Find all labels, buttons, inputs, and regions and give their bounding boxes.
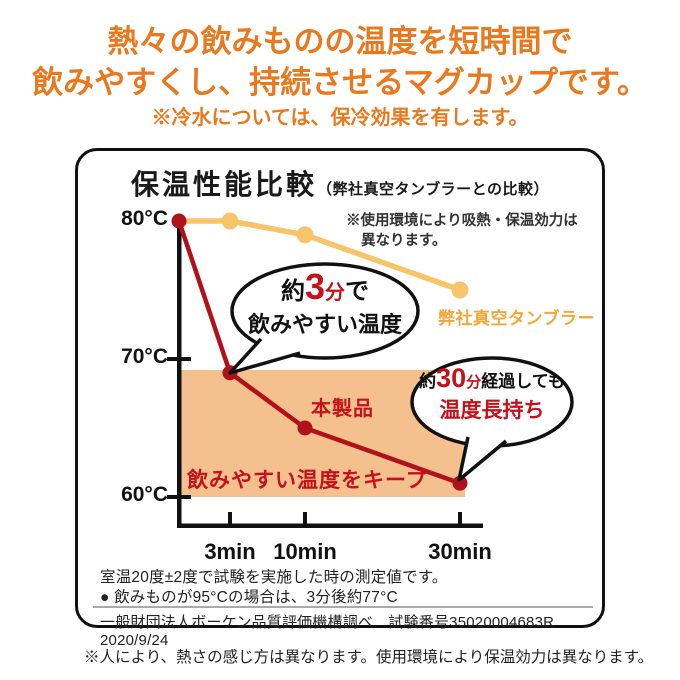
bubble-3min-suffix: で — [345, 278, 370, 305]
y-axis-label-70: 70°C — [121, 345, 168, 368]
footnote-example: ● 飲みものが95°Cの場合は、3分後約77°C — [100, 589, 398, 606]
x-tick-3min — [228, 512, 232, 524]
speech-bubble-3min-text: 約 3 分 で 飲みやすい温度 — [232, 269, 418, 339]
y-tick-60 — [167, 495, 191, 499]
footnote-conditions: 室温20度±2度で試験を実施した時の測定値です。 — [100, 569, 448, 586]
chart-title-main: 保温性能比較 — [131, 169, 318, 200]
bubble-30min-prefix: 約 — [419, 372, 437, 391]
speech-bubble-3min-line1: 約 3 分 で — [232, 269, 418, 306]
chart-disclaimer-line2: 異なります。 — [361, 232, 447, 249]
legend-product-label: 本製品 — [311, 398, 374, 420]
speech-bubble-3min-shape — [228, 262, 420, 375]
legend-tumbler-label: 弊社真空タンブラー — [438, 309, 595, 328]
speech-bubble-30min-text: 約 30 分 経過しても 温度長持ち — [412, 365, 572, 424]
comparison-chart-panel: 保温性能比較 （弊社真空タンブラーとの比較） ※使用環境により吸熱・保温効力は … — [75, 148, 605, 649]
footer-note: ※人により、熱さの感じ方は異なります。使用環境により保温効力は異なります。 — [84, 649, 654, 666]
product-dot-30min — [452, 475, 468, 491]
speech-bubble-3min-line2: 飲みやすい温度 — [247, 312, 402, 337]
x-tick-10min — [303, 512, 307, 524]
tumbler-line — [176, 218, 463, 293]
comparison-line-chart — [167, 212, 574, 528]
bubble-30min-number: 30 — [436, 363, 467, 393]
x-axis-label-3min: 3min — [204, 539, 256, 564]
bubble-3min-prefix: 約 — [280, 278, 305, 305]
speech-bubble-30min-line2: 温度長持ち — [439, 399, 545, 422]
x-axis — [177, 523, 483, 528]
y-axis-label-80: 80°C — [121, 207, 168, 230]
y-axis-label-60: 60°C — [121, 483, 168, 506]
tumbler-dot-3min — [221, 212, 239, 230]
footnote-divider — [93, 606, 593, 608]
tumbler-dot-10min — [296, 226, 314, 244]
product-dot-0min — [171, 213, 187, 229]
speech-bubble-30min-shape — [410, 356, 574, 482]
headline-line1: 熱々の飲みものの温度を短時間で — [107, 24, 573, 59]
chart-title-sub: （弊社真空タンブラーとの比較） — [317, 181, 549, 198]
product-dot-10min — [297, 420, 313, 436]
bubble-3min-number: 3 — [304, 266, 326, 307]
x-tick-30min — [458, 512, 462, 524]
band-label: 飲みやすい温度をキープ — [187, 469, 428, 492]
chart-disclaimer-line1: ※使用環境により吸熱・保温効力は — [346, 213, 578, 229]
y-axis — [177, 217, 182, 528]
product-line — [176, 218, 463, 486]
bubble-30min-suffix: 経過しても — [481, 372, 565, 391]
headline-line2: 飲みやすくし、持続させるマグカップです。 — [32, 65, 648, 100]
x-axis-label-10min: 10min — [273, 539, 337, 564]
bubble-30min-unit: 分 — [466, 374, 482, 391]
chart-title: 保温性能比較 （弊社真空タンブラーとの比較） — [78, 163, 602, 203]
chart-disclaimer: ※使用環境により吸熱・保温効力は 異なります。 — [346, 212, 578, 251]
tumbler-dot-30min — [451, 281, 469, 299]
speech-bubble-30min-line1: 約 30 分 経過しても — [412, 365, 572, 392]
footnote-agency: 一般財団法人ボーケン品質評価機構調べ 試験番号35020004683R 2020… — [100, 614, 570, 649]
x-axis-label-30min: 30min — [428, 539, 492, 564]
bubble-3min-unit: 分 — [325, 282, 346, 304]
headline-note: ※冷水については、保冷効果を有します。 — [151, 107, 529, 129]
y-tick-70 — [167, 357, 191, 361]
